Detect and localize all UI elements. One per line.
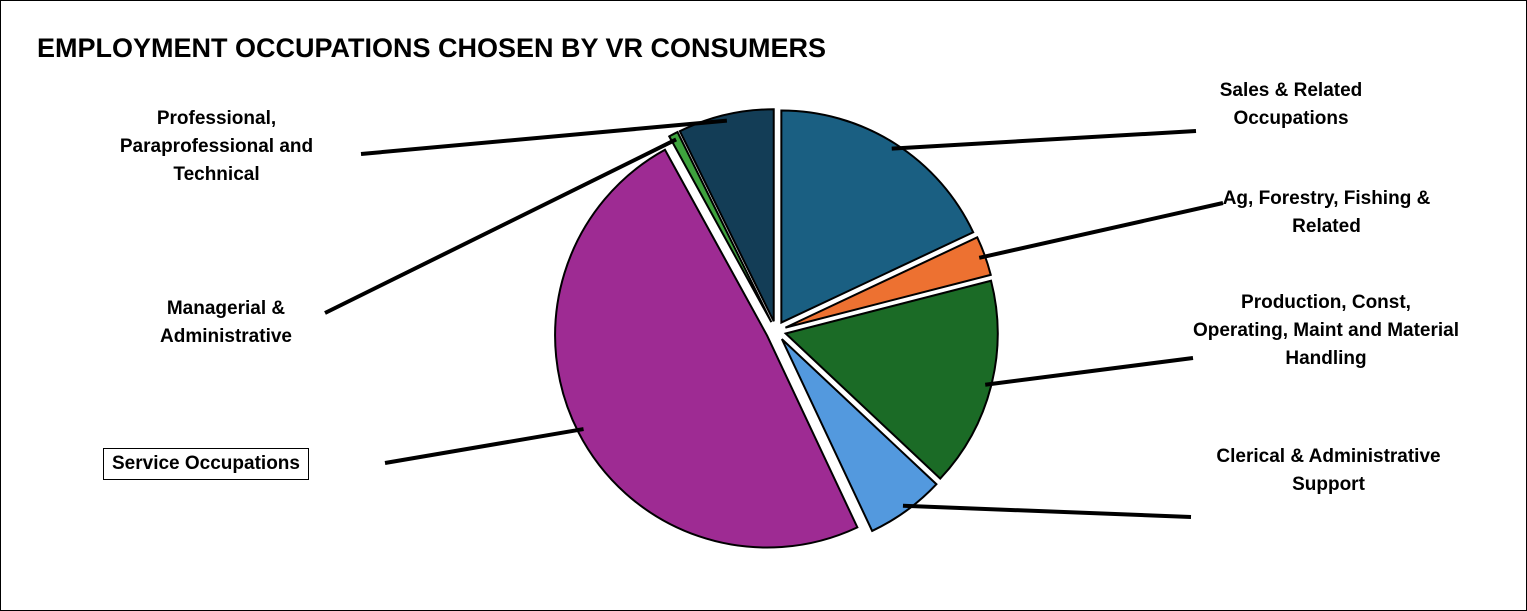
pie-slice-sales (780, 109, 975, 325)
leader-line-clerical (902, 503, 1192, 519)
pie-slice-production (783, 279, 999, 481)
pie-slice-clerical (780, 338, 938, 533)
leader-line-sales (891, 129, 1197, 151)
label-managerial: Managerial & Administrative (160, 298, 292, 347)
leader-line-service (384, 427, 584, 465)
leader-line-production (984, 356, 1194, 387)
label-clerical: Clerical & Administrative Support (1216, 446, 1441, 495)
label-ag-forestry: Ag, Forestry, Fishing & Related (1222, 188, 1431, 237)
label-service: Service Occupations (103, 448, 309, 480)
label-production: Production, Const, Operating, Maint and … (1192, 292, 1460, 369)
leader-line-managerial (324, 137, 678, 315)
pie-slice-professional (678, 108, 775, 322)
label-professional: Professional, Paraprofessional and Techn… (119, 108, 314, 185)
pie-slice-managerial (667, 130, 773, 323)
leader-line-professional (360, 118, 728, 156)
leader-line-ag-forestry (978, 201, 1224, 260)
chart-title: EMPLOYMENT OCCUPATIONS CHOSEN BY VR CONS… (37, 33, 827, 63)
label-sales: Sales & Related Occupations (1219, 80, 1363, 129)
